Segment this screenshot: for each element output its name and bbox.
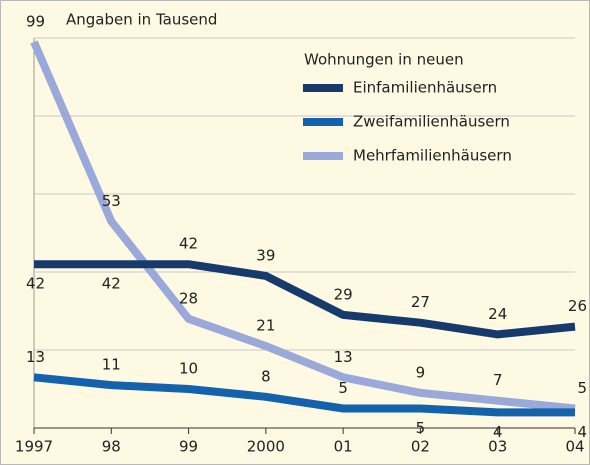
- legend-label: Einfamilienhäusern: [353, 79, 497, 97]
- data-label: 5: [338, 379, 348, 397]
- series-line: [33, 373, 575, 417]
- series-line: [30, 40, 576, 413]
- data-label: 5: [416, 419, 426, 437]
- data-label: 53: [102, 192, 121, 210]
- data-label: 26: [568, 297, 587, 315]
- data-label: 7: [493, 371, 503, 389]
- series-line: [34, 260, 576, 339]
- x-tick-label: 01: [334, 438, 353, 456]
- data-label: 27: [411, 293, 430, 311]
- data-label: 29: [334, 285, 353, 303]
- data-label: 10: [179, 360, 198, 378]
- data-label: 4: [493, 423, 503, 441]
- data-label: 8: [261, 367, 271, 385]
- x-tick-label: 2000: [247, 438, 285, 456]
- data-label: 9: [416, 363, 426, 381]
- legend-label: Zweifamilienhäusern: [353, 113, 510, 131]
- data-label: 42: [26, 275, 45, 293]
- x-tick-label: 1997: [15, 438, 53, 456]
- data-label: 13: [334, 348, 353, 366]
- legend-label: Mehrfamilienhäusern: [353, 147, 512, 165]
- data-label: 99: [26, 12, 45, 30]
- x-tick-label: 99: [179, 438, 198, 456]
- data-label: 5: [577, 379, 587, 397]
- data-label: 42: [102, 275, 121, 293]
- x-tick-label: 98: [102, 438, 121, 456]
- data-label: 13: [26, 348, 45, 366]
- data-label: 28: [179, 289, 198, 307]
- chart-title: Angaben in Tausend: [66, 11, 217, 29]
- data-label: 39: [256, 246, 275, 264]
- data-label: 42: [179, 235, 198, 253]
- data-label: 4: [577, 423, 587, 441]
- data-label: 11: [102, 356, 121, 374]
- data-label: 24: [488, 305, 507, 323]
- x-tick-label: 04: [565, 438, 584, 456]
- data-label: 21: [256, 317, 275, 335]
- x-tick-label: 02: [411, 438, 430, 456]
- x-tick-label: 03: [488, 438, 507, 456]
- legend-title: Wohnungen in neuen: [304, 51, 464, 69]
